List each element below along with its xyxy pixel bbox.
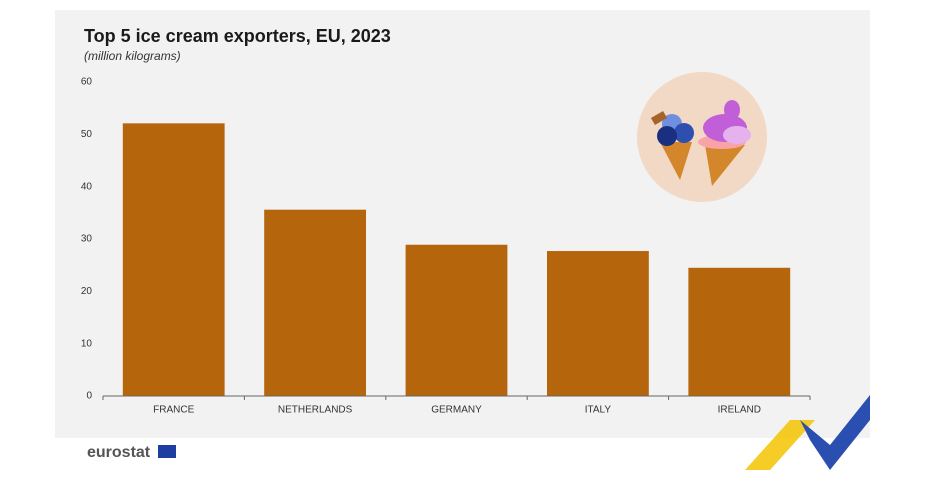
illustration xyxy=(637,72,767,202)
chart-title: Top 5 ice cream exporters, EU, 2023 xyxy=(84,26,391,46)
y-tick-label: 30 xyxy=(81,234,93,245)
y-tick-label: 0 xyxy=(86,391,92,402)
bar xyxy=(405,244,508,396)
bar xyxy=(546,251,649,396)
x-tick-label: IRELAND xyxy=(718,405,761,416)
eu-flag xyxy=(158,445,176,458)
chart-subtitle: (million kilograms) xyxy=(84,49,181,63)
bar xyxy=(688,267,791,396)
y-tick-label: 60 xyxy=(81,77,93,88)
bar xyxy=(264,209,367,396)
x-tick-label: ITALY xyxy=(585,405,612,416)
y-tick-label: 20 xyxy=(81,286,93,297)
bar xyxy=(122,123,225,397)
x-tick-label: NETHERLANDS xyxy=(278,405,353,416)
y-tick-label: 50 xyxy=(81,129,93,140)
y-tick-label: 40 xyxy=(81,181,93,192)
x-tick-label: FRANCE xyxy=(153,405,194,416)
x-tick-label: GERMANY xyxy=(431,405,482,416)
y-tick-label: 10 xyxy=(81,338,93,349)
brand-logo: eurostat xyxy=(87,444,151,461)
logo-graphic xyxy=(158,395,870,470)
